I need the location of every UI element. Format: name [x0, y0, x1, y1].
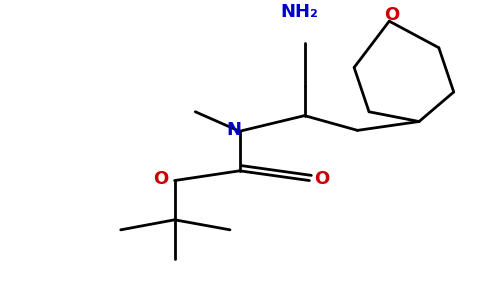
Text: O: O — [314, 170, 329, 188]
Text: N: N — [227, 121, 242, 139]
Text: NH₂: NH₂ — [281, 3, 318, 21]
Text: O: O — [153, 170, 169, 188]
Text: O: O — [384, 6, 399, 24]
